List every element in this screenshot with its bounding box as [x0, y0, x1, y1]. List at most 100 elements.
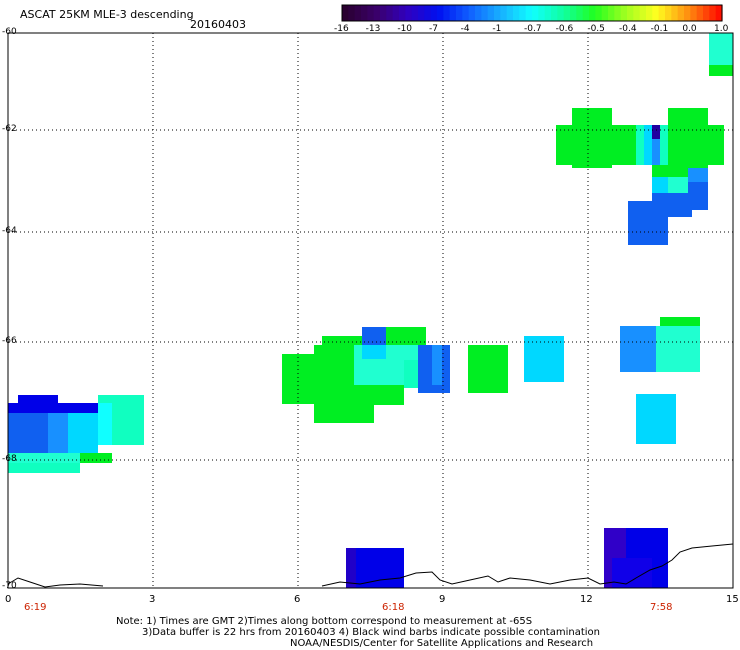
- data-pixel: [628, 201, 668, 245]
- colorbar-segment: [519, 5, 527, 21]
- colorbar-label: -0.6: [555, 24, 574, 34]
- grid: [8, 33, 733, 588]
- colorbar-segment: [570, 5, 577, 21]
- data-pixel: [80, 453, 112, 463]
- colorbar-label: -0.5: [587, 24, 605, 34]
- wind-data-pixels: [8, 33, 733, 588]
- data-pixel: [688, 182, 708, 210]
- colorbar-label: -7: [429, 24, 438, 34]
- colorbar-segment: [462, 5, 470, 21]
- colorbar-segment: [392, 5, 400, 21]
- hour-tick: 0: [5, 594, 12, 605]
- colorbar-segment: [601, 5, 609, 21]
- note-line-2: 3)Data buffer is 22 hrs from 20160403 4)…: [142, 627, 600, 638]
- colorbar-segment: [525, 5, 533, 21]
- data-pixel: [386, 327, 426, 347]
- data-pixel: [68, 413, 98, 453]
- data-pixel: [346, 548, 356, 588]
- colorbar-segment: [437, 5, 444, 21]
- pass-time: 6:18: [382, 602, 405, 613]
- hour-tick: 6: [294, 594, 301, 605]
- date-label: 20160403: [190, 18, 246, 31]
- colorbar-segment: [696, 5, 704, 21]
- data-pixel: [660, 125, 668, 165]
- data-pixel: [688, 168, 708, 182]
- colorbar-segment: [500, 5, 508, 21]
- colorbar-label: -0.1: [650, 24, 669, 34]
- colorbar-segment: [506, 5, 514, 21]
- hour-tick: 12: [580, 594, 593, 605]
- colorbar-segment: [614, 5, 622, 21]
- data-pixel: [636, 394, 676, 444]
- data-pixel: [644, 125, 652, 165]
- colorbar-segment: [399, 5, 406, 21]
- data-pixel: [322, 336, 362, 346]
- colorbar-segment: [677, 5, 685, 21]
- colorbar-border: [341, 4, 723, 22]
- colorbar-segment: [684, 5, 691, 21]
- lat-tick: -66: [2, 336, 17, 346]
- hour-tick: 15: [726, 594, 739, 605]
- colorbar-segment: [424, 5, 432, 21]
- data-pixel: [620, 326, 660, 372]
- colorbar-label: -16: [334, 24, 349, 34]
- colorbar-segment: [367, 5, 375, 21]
- plot-frame: [7, 32, 734, 589]
- colorbar-segment: [468, 5, 476, 21]
- note-line-3: NOAA/NESDIS/Center for Satellite Applica…: [290, 638, 594, 649]
- colorbar-segment: [386, 5, 394, 21]
- colorbar-segment: [361, 5, 368, 21]
- data-pixel: [362, 327, 386, 347]
- colorbar-segment: [563, 5, 571, 21]
- data-pixel: [8, 413, 48, 453]
- colorbar-segment: [475, 5, 482, 21]
- colorbar-segment: [380, 5, 387, 21]
- data-pixel: [668, 108, 708, 128]
- data-pixel: [374, 385, 404, 405]
- colorbar-segment: [449, 5, 457, 21]
- data-pixel: [432, 345, 442, 385]
- data-pixel: [524, 336, 564, 382]
- colorbar-segment: [627, 5, 634, 21]
- pass-time: 6:19: [24, 602, 47, 613]
- colorbar-segment: [671, 5, 679, 21]
- data-pixel: [612, 558, 652, 588]
- lat-tick: -68: [2, 454, 17, 464]
- lat-tick: -60: [2, 27, 17, 37]
- colorbar-segment: [551, 5, 558, 21]
- colorbar-segment: [715, 5, 723, 21]
- colorbar-segment: [576, 5, 584, 21]
- hour-tick: 3: [149, 594, 156, 605]
- colorbar-label: -13: [365, 24, 381, 34]
- colorbar-segment: [595, 5, 603, 21]
- coastline: [7, 543, 734, 588]
- colorbar-segment: [620, 5, 628, 21]
- data-pixel: [8, 453, 112, 463]
- data-pixel: [668, 177, 688, 193]
- colorbar-segment: [639, 5, 647, 21]
- colorbar-segment: [532, 5, 539, 21]
- colorbar-segment: [418, 5, 425, 21]
- colorbar-segment: [538, 5, 546, 21]
- data-pixel: [48, 413, 68, 453]
- colorbar-segment: [646, 5, 653, 21]
- colorbar-segment: [487, 5, 495, 21]
- colorbar-segment: [709, 5, 717, 21]
- colorbar-segment: [589, 5, 596, 21]
- colorbar-segment: [430, 5, 438, 21]
- hour-tick: 9: [439, 594, 446, 605]
- lat-tick: -70: [2, 581, 17, 591]
- colorbar-label: -1: [492, 24, 502, 34]
- colorbar-segment: [342, 5, 349, 21]
- colorbar-segment: [494, 5, 501, 21]
- colorbar-segment: [348, 5, 356, 21]
- colorbar-segment: [456, 5, 463, 21]
- pass-time: 7:58: [650, 602, 673, 613]
- colorbar-segment: [354, 5, 362, 21]
- data-pixel: [8, 463, 80, 473]
- product-title: ASCAT 25KM MLE-3 descending: [20, 8, 194, 21]
- colorbar-label: -4: [460, 24, 470, 34]
- colorbar-label: -0.4: [619, 24, 637, 34]
- colorbar-label: 1.0: [714, 24, 729, 34]
- colorbar-segment: [608, 5, 615, 21]
